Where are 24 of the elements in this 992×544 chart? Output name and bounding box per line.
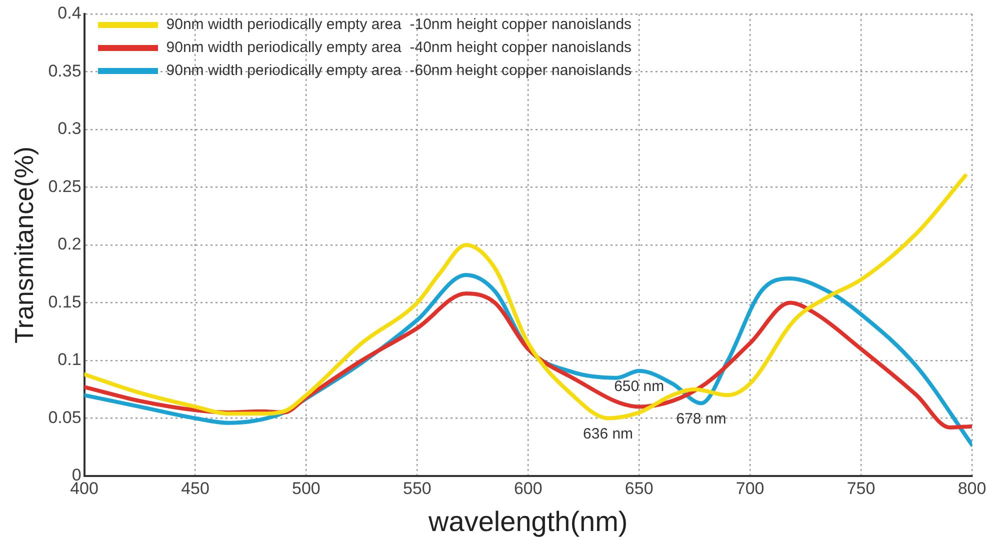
x-tick-label: 550 bbox=[402, 478, 432, 498]
x-tick-label: 650 bbox=[624, 478, 654, 498]
legend-label: 90nm width periodically empty area -10nm height copper nanoislands bbox=[166, 16, 632, 33]
x-tick-label: 600 bbox=[514, 478, 542, 498]
annotation: 650 nm bbox=[614, 378, 664, 396]
y-tick-label: 0.1 bbox=[58, 350, 82, 370]
y-tick-label: 0.15 bbox=[48, 292, 82, 312]
y-tick-label: 0.4 bbox=[58, 4, 82, 23]
annotation: 636 nm bbox=[583, 425, 634, 442]
y-axis-title: Transmitance(%) bbox=[8, 146, 39, 344]
y-tick-label: 0.25 bbox=[48, 176, 82, 196]
y-tick-label: 0.3 bbox=[58, 119, 82, 138]
legend-label: 90nm width periodically empty area -40nm height copper nanoislands bbox=[166, 39, 632, 56]
x-tick-label: 700 bbox=[736, 478, 764, 498]
x-tick-label: 800 bbox=[958, 478, 986, 498]
x-tick-label: 450 bbox=[181, 478, 210, 498]
x-tick-label: 750 bbox=[846, 478, 876, 498]
y-tick-label: 0.2 bbox=[58, 234, 82, 254]
x-axis-title: wavelength(nm) bbox=[428, 506, 628, 537]
legend-label: 90nm width periodically empty area -60nm height copper nanoislands bbox=[166, 62, 632, 79]
y-tick-label: 0.05 bbox=[48, 408, 82, 427]
y-tick-label: 0.35 bbox=[48, 61, 82, 80]
annotation: 678 nm bbox=[676, 410, 726, 428]
x-tick-label: 500 bbox=[292, 478, 320, 498]
